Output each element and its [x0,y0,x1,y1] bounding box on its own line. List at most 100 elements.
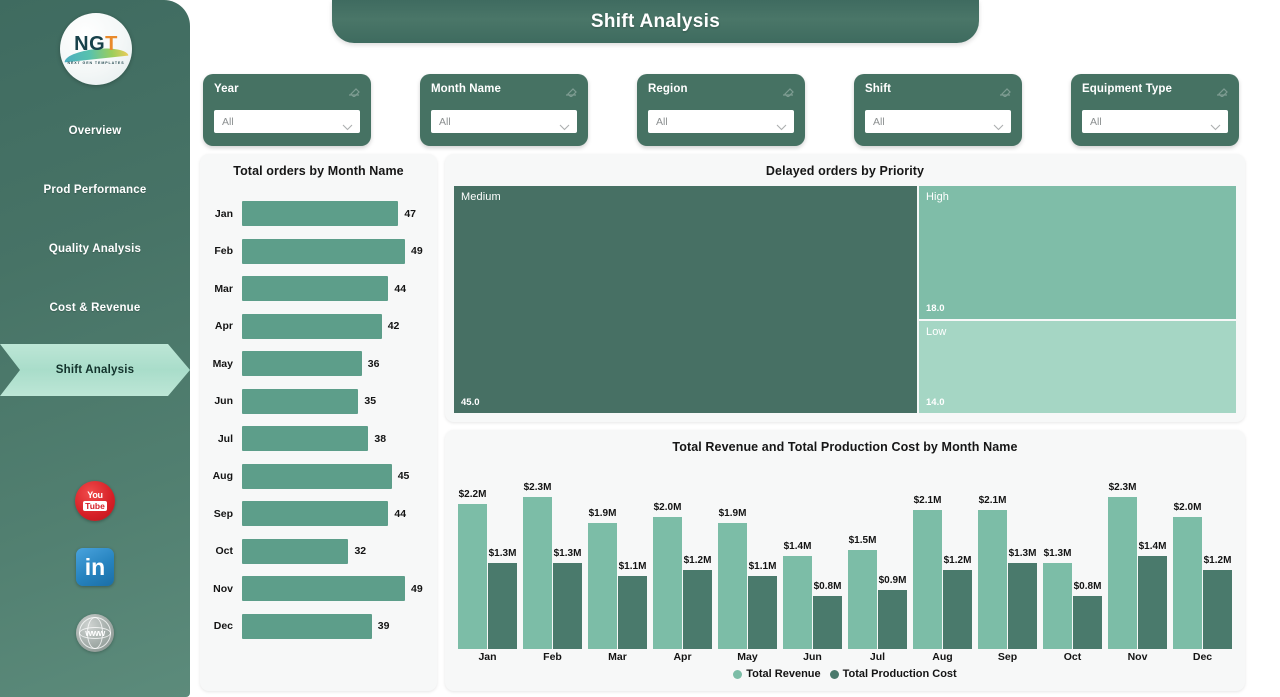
bar-row[interactable]: Jul 38 [212,423,431,455]
youtube-link[interactable]: You Tube [75,481,115,521]
revenue-column[interactable]: $2.2M [458,489,487,649]
slicer-dropdown[interactable]: All [648,110,794,133]
slicer-shift[interactable]: Shift All [854,74,1022,146]
eraser-icon[interactable] [348,84,360,102]
revenue-column[interactable]: $1.5M [848,535,877,649]
bar-fill[interactable] [242,613,372,639]
revenue-column[interactable]: $1.3M [1043,548,1072,649]
bar-fill[interactable] [242,538,349,564]
bar-category-label: Nov [213,582,233,595]
treemap-tile-high[interactable]: High 18.0 [919,186,1236,319]
revenue-column[interactable]: $1.9M [588,508,617,649]
treemap-tile-medium[interactable]: Medium 45.0 [454,186,917,413]
bar-fill[interactable] [242,276,389,302]
chevron-down-icon[interactable] [559,118,570,131]
revenue-column[interactable]: $2.3M [523,482,552,649]
revenue-column-fill [458,503,487,649]
revenue-column[interactable]: $2.1M [978,495,1007,649]
revenue-column[interactable]: $2.0M [653,502,682,649]
slicer-dropdown[interactable]: All [214,110,360,133]
bar-row[interactable]: Mar 44 [212,273,431,305]
x-axis-tick-label: Sep [997,651,1018,663]
bar-fill[interactable] [242,463,392,489]
bar-row[interactable]: Jun 35 [212,386,431,418]
bar-fill[interactable] [242,201,399,227]
cost-column[interactable]: $0.9M [878,575,907,649]
bar-value-label: 32 [354,545,367,558]
linkedin-link[interactable]: in [75,547,115,587]
slicer-equipment-type[interactable]: Equipment Type All [1071,74,1239,146]
slicer-value: All [873,115,885,128]
bar-fill[interactable] [242,426,369,452]
bar-row[interactable]: Dec 39 [212,611,431,643]
legend-item[interactable]: Total Production Cost [829,668,957,680]
cost-column[interactable]: $1.4M [1138,541,1167,649]
sidebar-item-cost-revenue[interactable]: Cost & Revenue [0,285,190,331]
revenue-column[interactable]: $1.9M [718,508,747,649]
cost-column[interactable]: $1.3M [488,548,517,649]
bar-fill[interactable] [242,388,359,414]
bar-fill[interactable] [242,238,405,264]
cost-column[interactable]: $1.2M [1203,555,1232,649]
eraser-icon[interactable] [782,84,794,102]
legend-item[interactable]: Total Revenue [733,668,821,680]
revenue-column[interactable]: $2.0M [1173,502,1202,649]
cost-column[interactable]: $1.2M [683,555,712,649]
treemap-tile-label: Low [926,326,947,338]
eraser-icon[interactable] [999,84,1011,102]
slicer-month-name[interactable]: Month Name All [420,74,588,146]
eraser-icon[interactable] [565,84,577,102]
slicer-dropdown[interactable]: All [431,110,577,133]
sidebar-item-label: Overview [68,125,122,137]
logo-letter-g: G [89,32,106,55]
sidebar-item-quality-analysis[interactable]: Quality Analysis [0,226,190,272]
sidebar-item-shift-analysis[interactable]: Shift Analysis [0,344,190,396]
bar-row[interactable]: Apr 42 [212,311,431,343]
bar-fill[interactable] [242,576,405,602]
sidebar-item-overview[interactable]: Overview [0,108,190,154]
sidebar-item-prod-performance[interactable]: Prod Performance [0,167,190,213]
logo-subtitle: NEXT GEN TEMPLATES [67,60,125,65]
cost-column[interactable]: $1.1M [748,561,777,649]
bar-row[interactable]: Aug 45 [212,461,431,493]
bar-row[interactable]: Oct 32 [212,536,431,568]
bar-row[interactable]: Jan 47 [212,198,431,230]
chevron-down-icon[interactable] [1210,118,1221,131]
bar-fill[interactable] [242,313,382,339]
cost-column[interactable]: $1.3M [553,548,582,649]
treemap-tile-low[interactable]: Low 14.0 [919,321,1236,413]
bar-row[interactable]: Feb 49 [212,236,431,268]
bar-row[interactable]: Sep 44 [212,498,431,530]
bar-fill[interactable] [242,501,389,527]
youtube-icon-line1: You [87,490,103,500]
social-links: You Tube in www [0,481,190,679]
website-link[interactable]: www [75,613,115,653]
chevron-down-icon[interactable] [776,118,787,131]
bar-value-label: 47 [404,207,417,220]
column-group: $2.3M $1.4M [1108,464,1167,649]
legend-color-dot [829,669,839,679]
slicer-dropdown[interactable]: All [1082,110,1228,133]
cost-column[interactable]: $1.1M [618,561,647,649]
chevron-down-icon[interactable] [993,118,1004,131]
sidebar: NGT NEXT GEN TEMPLATES Overview Prod Per… [0,0,190,697]
chevron-down-icon[interactable] [342,118,353,131]
eraser-icon[interactable] [1216,84,1228,102]
slicer-year[interactable]: Year All [203,74,371,146]
bar-category-label: Dec [213,620,233,633]
delayed-orders-treemap-card: Delayed orders by Priority Medium 45.0 H… [445,154,1245,422]
bar-value-label: 42 [387,320,400,333]
revenue-column[interactable]: $2.1M [913,495,942,649]
bar-row[interactable]: May 36 [212,348,431,380]
cost-column[interactable]: $0.8M [813,581,842,649]
revenue-column[interactable]: $1.4M [783,541,812,649]
cost-column[interactable]: $0.8M [1073,581,1102,649]
bar-fill[interactable] [242,351,362,377]
slicer-region[interactable]: Region All [637,74,805,146]
bar-category-label: May [212,357,233,370]
cost-column[interactable]: $1.3M [1008,548,1037,649]
revenue-column[interactable]: $2.3M [1108,482,1137,649]
slicer-dropdown[interactable]: All [865,110,1011,133]
cost-column[interactable]: $1.2M [943,555,972,649]
bar-row[interactable]: Nov 49 [212,573,431,605]
